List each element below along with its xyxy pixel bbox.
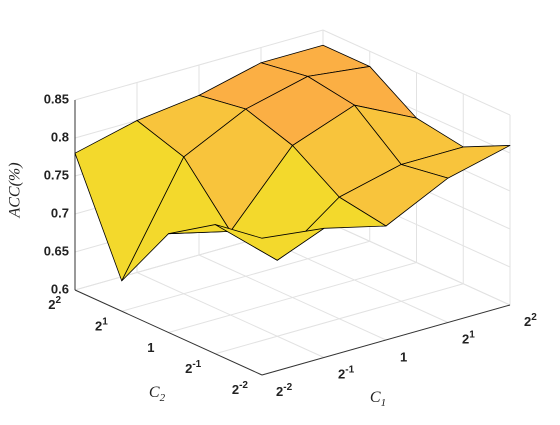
tick-base: 2 [185, 361, 192, 376]
grid-line [215, 283, 464, 355]
tick-base: 2 [95, 319, 102, 334]
grid-line [168, 262, 417, 333]
tick-label: 22 [524, 312, 537, 330]
tick-label: 2-1 [185, 358, 202, 376]
tick-label: 2-2 [276, 382, 293, 400]
tick-exponent: 2 [55, 295, 61, 306]
tick-label: 0.85 [44, 91, 69, 106]
tick-label: 0.75 [44, 167, 69, 182]
grid-line [121, 240, 370, 312]
tick-exponent: -2 [283, 382, 292, 393]
axis-line [261, 304, 511, 376]
tick-label: 21 [95, 316, 108, 334]
tick-exponent: -1 [192, 358, 201, 369]
tick-label: 2-2 [232, 380, 249, 398]
tick-label: 0.6 [51, 281, 69, 296]
tick-base: 2 [276, 384, 283, 399]
tick-label: 21 [462, 329, 475, 347]
tick-exponent: 1 [469, 329, 475, 340]
grid-line [322, 29, 511, 116]
tick-exponent: -1 [345, 364, 354, 375]
grid-line [74, 29, 324, 101]
tick-label: 1 [147, 340, 154, 355]
tick-exponent: -2 [239, 380, 248, 391]
tick-label: 0.7 [51, 205, 69, 220]
axis-label: C2 [149, 384, 166, 404]
tick-label: 0.8 [51, 129, 69, 144]
tick-exponent: 1 [102, 316, 108, 327]
axis-line [74, 289, 263, 376]
tick-base: 2 [462, 332, 469, 347]
axis-label-text: C [149, 384, 160, 401]
tick-base: 2 [48, 297, 55, 312]
surface-facet [214, 224, 325, 261]
axis-label-sub: 2 [160, 392, 166, 404]
axis-label: C1 [370, 389, 386, 409]
grid-line [322, 219, 511, 306]
tick-base: 2 [338, 367, 345, 382]
tick-base: 2 [232, 382, 239, 397]
tick-label: 2-1 [338, 364, 355, 382]
tick-exponent: 2 [531, 312, 537, 323]
tick-label: 0.65 [44, 243, 69, 258]
axis-label: ACC(%) [7, 162, 24, 218]
axis-label-sub: 1 [381, 397, 387, 409]
tick-base: 2 [524, 314, 531, 329]
tick-label: 22 [48, 295, 61, 313]
axis-label-text: C [370, 389, 381, 406]
tick-label: 1 [400, 349, 407, 364]
